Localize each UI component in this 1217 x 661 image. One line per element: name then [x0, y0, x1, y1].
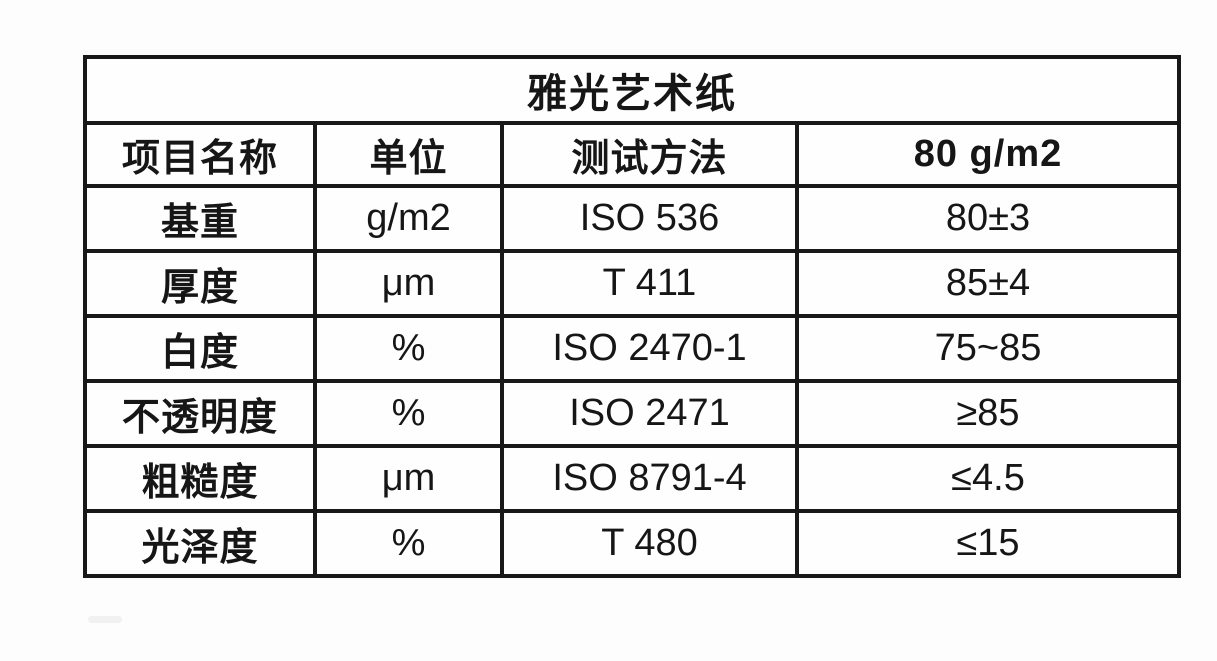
paper-spec-table: 雅光艺术纸 项目名称 单位 测试方法 80 g/m2 基重 g/m2 ISO 536…	[83, 55, 1181, 578]
cell-spec-value: 75~85	[795, 314, 1181, 383]
cell-test-method: T 480	[500, 509, 799, 578]
scan-smudge	[88, 616, 122, 623]
cell-spec-value: 85±4	[795, 249, 1181, 318]
cell-spec-value: ≤15	[795, 509, 1181, 578]
column-header-item-name: 项目名称	[83, 121, 317, 188]
cell-test-method: ISO 2470-1	[500, 314, 799, 383]
table-row: 厚度 μm T 411 85±4	[83, 249, 1181, 318]
cell-unit: %	[313, 379, 504, 448]
cell-test-method: ISO 2471	[500, 379, 799, 448]
cell-spec-value: ≥85	[795, 379, 1181, 448]
table-header-row: 项目名称 单位 测试方法 80 g/m2	[83, 121, 1181, 188]
cell-test-method: ISO 8791-4	[500, 444, 799, 513]
cell-unit: μm	[313, 249, 504, 318]
cell-unit: μm	[313, 444, 504, 513]
column-header-method: 测试方法	[500, 121, 799, 188]
table-row: 基重 g/m2 ISO 536 80±3	[83, 184, 1181, 253]
cell-item-name: 不透明度	[83, 379, 317, 448]
cell-item-name: 光泽度	[83, 509, 317, 578]
cell-unit: g/m2	[313, 184, 504, 253]
table-title: 雅光艺术纸	[83, 55, 1181, 125]
cell-item-name: 白度	[83, 314, 317, 383]
cell-unit: %	[313, 509, 504, 578]
cell-item-name: 基重	[83, 184, 317, 253]
table-title-row: 雅光艺术纸	[83, 55, 1181, 125]
cell-test-method: ISO 536	[500, 184, 799, 253]
table-row: 白度% ISO 2470-1 75~85	[83, 314, 1181, 383]
table-row: 光泽度% T 480 ≤15	[83, 509, 1181, 578]
cell-test-method: T 411	[500, 249, 799, 318]
cell-spec-value: 80±3	[795, 184, 1181, 253]
table-row: 不透明度% ISO 2471 ≥85	[83, 379, 1181, 448]
column-header-grammage: 80 g/m2	[795, 121, 1181, 188]
cell-unit: %	[313, 314, 504, 383]
cell-item-name: 厚度	[83, 249, 317, 318]
cell-item-name: 粗糙度	[83, 444, 317, 513]
table-row: 粗糙度 μm ISO 8791-4 ≤4.5	[83, 444, 1181, 513]
column-header-unit: 单位	[313, 121, 504, 188]
cell-spec-value: ≤4.5	[795, 444, 1181, 513]
